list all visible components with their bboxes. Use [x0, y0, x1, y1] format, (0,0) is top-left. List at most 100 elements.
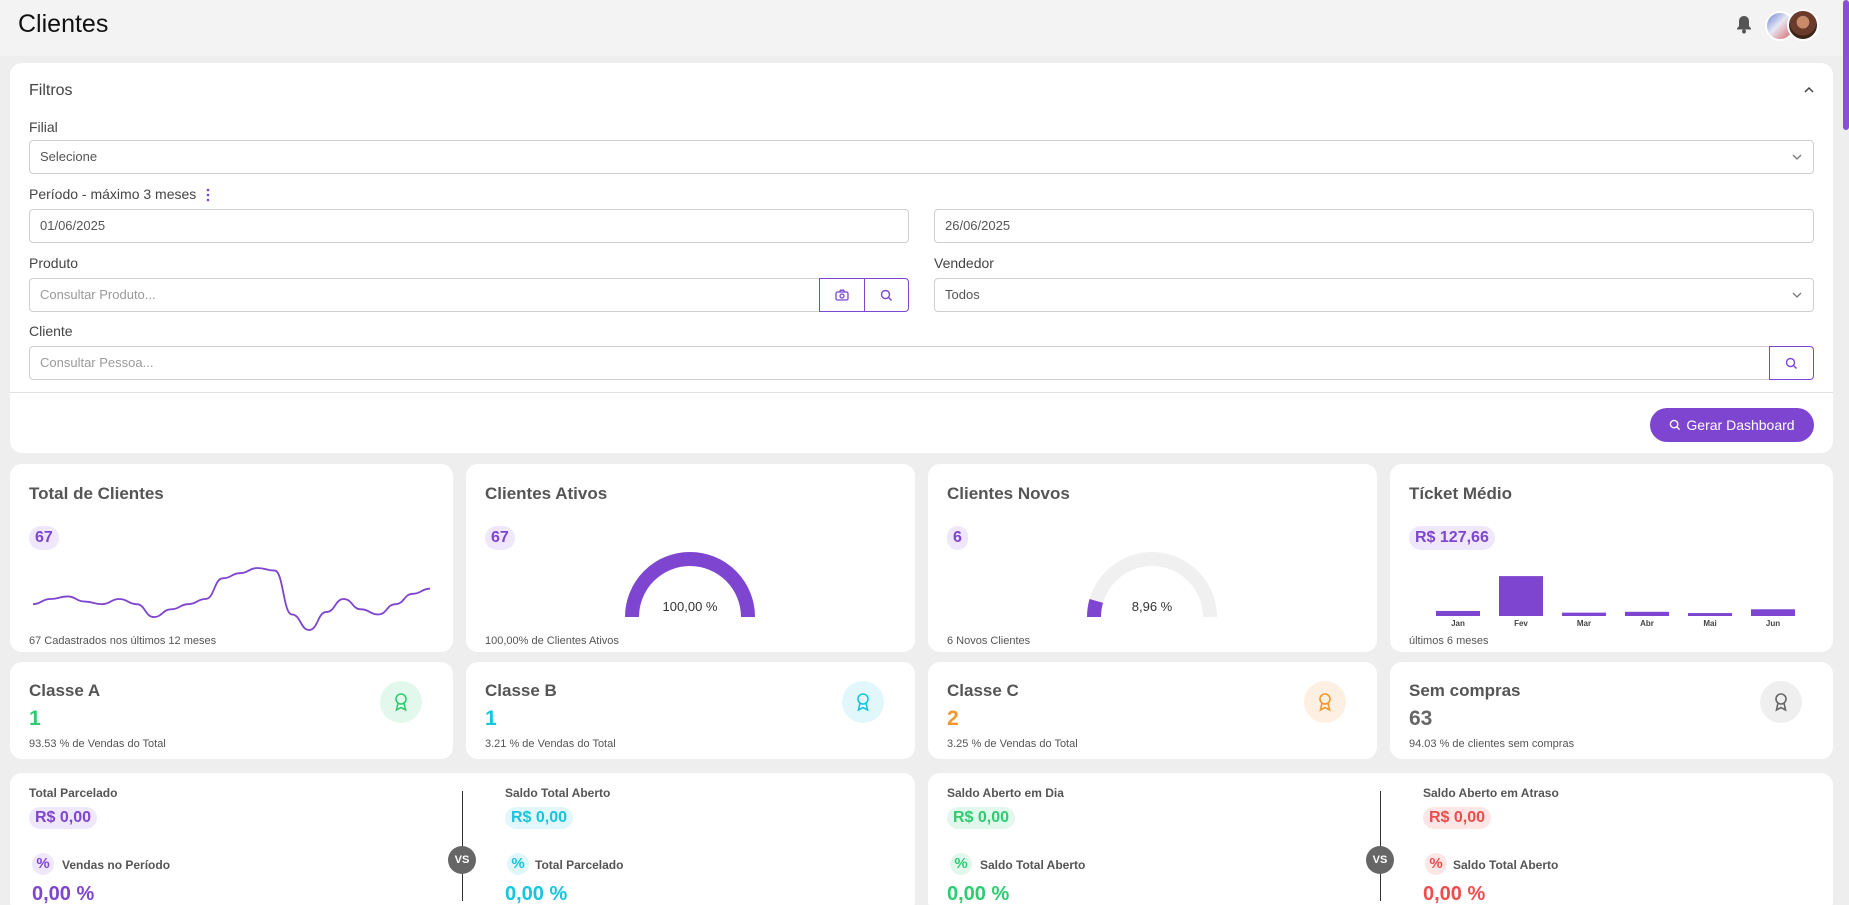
- top-bar: Clientes: [0, 0, 1849, 130]
- clientes-line-chart: [32, 567, 431, 631]
- cliente-input[interactable]: Consultar Pessoa...: [29, 346, 1771, 380]
- series-line: [32, 567, 431, 631]
- total-parcelado-value: R$ 0,00: [29, 807, 98, 829]
- vs-badge: VS: [1366, 846, 1394, 874]
- kpi-clientes-ativos: Clientes Ativos 67 100,00 % 100,00% de C…: [466, 464, 915, 652]
- more-vertical-icon[interactable]: [206, 188, 210, 202]
- bell-icon[interactable]: [1735, 14, 1753, 34]
- total-parcelado-sub: Total Parcelado: [535, 858, 624, 872]
- gauge-label: 8,96 %: [1132, 599, 1173, 614]
- saldo-comparison-card: Saldo Aberto em Dia R$ 0,00 % Saldo Tota…: [928, 773, 1833, 905]
- page-title: Clientes: [18, 10, 109, 38]
- bar-mar: [1562, 612, 1606, 616]
- chevron-down-icon: [1792, 292, 1802, 298]
- saldo-em-dia-sub: Saldo Total Aberto: [980, 858, 1086, 872]
- class-footnote: 94.03 % de clientes sem compras: [1409, 738, 1575, 750]
- saldo-total-aberto-value: R$ 0,00: [505, 807, 574, 829]
- saldo-em-atraso-pct: 0,00 %: [1423, 883, 1486, 905]
- classe-a-card: Classe A 1 93.53 % de Vendas do Total: [10, 662, 453, 759]
- kpi-footnote: 6 Novos Clientes: [947, 635, 1031, 647]
- cliente-search-button[interactable]: [1769, 346, 1814, 380]
- percent-icon: %: [507, 853, 529, 875]
- gauge-label: 100,00 %: [663, 599, 718, 614]
- gauge-fill: [1087, 598, 1104, 618]
- saldo-em-atraso-value: R$ 0,00: [1423, 807, 1492, 829]
- bar-label: Mar: [1577, 619, 1591, 628]
- kpi-footnote: últimos 6 meses: [1409, 635, 1489, 647]
- saldo-em-dia-pct: 0,00 %: [947, 883, 1010, 905]
- scrollbar-thumb[interactable]: [1843, 0, 1849, 130]
- bar-jan: [1436, 610, 1480, 616]
- chevron-down-icon: [1792, 154, 1802, 160]
- sem-compras-card: Sem compras 63 94.03 % de clientes sem c…: [1390, 662, 1833, 759]
- class-title: Classe C: [947, 681, 1019, 700]
- filters-title: Filtros: [29, 82, 73, 99]
- generate-dashboard-button[interactable]: Gerar Dashboard: [1650, 408, 1814, 442]
- classe-c-card: Classe C 2 3.25 % de Vendas do Total: [928, 662, 1377, 759]
- classe-b-card: Classe B 1 3.21 % de Vendas do Total: [466, 662, 915, 759]
- bar-abr: [1625, 611, 1669, 616]
- periodo-start-value: 01/06/2025: [40, 218, 106, 233]
- award-icon: [1760, 681, 1802, 723]
- produto-camera-button[interactable]: [819, 278, 865, 312]
- produto-input[interactable]: Consultar Produto...: [29, 278, 821, 312]
- search-icon: [1785, 357, 1797, 369]
- periodo-start-input[interactable]: 01/06/2025: [29, 209, 909, 243]
- kpi-clientes-novos: Clientes Novos 6 8,96 % 6 Novos Clientes: [928, 464, 1377, 652]
- bar-label: Jun: [1766, 619, 1780, 628]
- total-parcelado-pct: 0,00 %: [505, 883, 568, 905]
- award-icon: [842, 681, 884, 723]
- total-parcelado-label: Total Parcelado: [29, 786, 118, 800]
- vs-badge: VS: [448, 846, 476, 874]
- user-avatar[interactable]: [1787, 9, 1819, 41]
- saldo-em-dia-label: Saldo Aberto em Dia: [947, 786, 1064, 800]
- class-value: 2: [947, 707, 959, 730]
- filial-label: Filial: [29, 119, 58, 135]
- saldo-total-aberto-label: Saldo Total Aberto: [505, 786, 611, 800]
- kpi-total-clientes: Total de Clientes 67 67 Cadastrados nos …: [10, 464, 453, 652]
- periodo-end-value: 26/06/2025: [945, 218, 1011, 233]
- class-title: Sem compras: [1409, 681, 1521, 700]
- produto-label: Produto: [29, 255, 79, 271]
- vendedor-select[interactable]: Todos: [934, 278, 1814, 312]
- vendedor-label: Vendedor: [934, 255, 994, 271]
- parcelado-comparison-card: Total Parcelado R$ 0,00 % Vendas no Perí…: [10, 773, 915, 905]
- cliente-label: Cliente: [29, 323, 73, 339]
- filial-select[interactable]: Selecione: [29, 140, 1814, 174]
- saldo-em-dia-value: R$ 0,00: [947, 807, 1016, 829]
- kpi-value: 67: [29, 526, 59, 550]
- gauge-fill: [625, 552, 755, 618]
- avatar-group[interactable]: [1765, 9, 1819, 41]
- saldo-em-atraso-sub: Saldo Total Aberto: [1453, 858, 1559, 872]
- chevron-up-icon[interactable]: [1803, 85, 1815, 95]
- kpi-title: Total de Clientes: [29, 484, 164, 503]
- class-footnote: 93.53 % de Vendas do Total: [29, 738, 166, 750]
- kpi-value: 6: [947, 526, 968, 550]
- kpi-title: Clientes Ativos: [485, 484, 608, 503]
- class-value: 1: [29, 707, 41, 730]
- vendedor-value: Todos: [945, 287, 980, 302]
- percent-icon: %: [950, 853, 972, 875]
- percent-icon: %: [1425, 853, 1447, 875]
- class-title: Classe A: [29, 681, 101, 700]
- bar-jun: [1751, 609, 1795, 616]
- ativos-gauge: 100,00 %: [625, 552, 755, 618]
- vendas-periodo-label: Vendas no Período: [62, 858, 171, 872]
- search-icon: [1670, 419, 1681, 431]
- search-icon: [880, 289, 892, 301]
- produto-search-button[interactable]: [864, 278, 909, 312]
- vendas-periodo-pct: 0,00 %: [32, 883, 95, 905]
- award-icon: [1304, 681, 1346, 723]
- periodo-end-input[interactable]: 26/06/2025: [934, 209, 1814, 243]
- gauge-track: [1087, 552, 1217, 618]
- kpi-footnote: 100,00% de Clientes Ativos: [485, 635, 619, 647]
- award-icon: [380, 681, 422, 723]
- bar-mai: [1688, 613, 1732, 616]
- class-value: 1: [485, 707, 497, 730]
- bar-label: Abr: [1640, 619, 1654, 628]
- kpi-value: 67: [485, 526, 515, 550]
- filial-value: Selecione: [40, 149, 98, 164]
- bar-label: Mai: [1703, 619, 1716, 628]
- filters-card: Filtros Filial Selecione Período - máxim…: [10, 63, 1833, 453]
- class-title: Classe B: [485, 681, 557, 700]
